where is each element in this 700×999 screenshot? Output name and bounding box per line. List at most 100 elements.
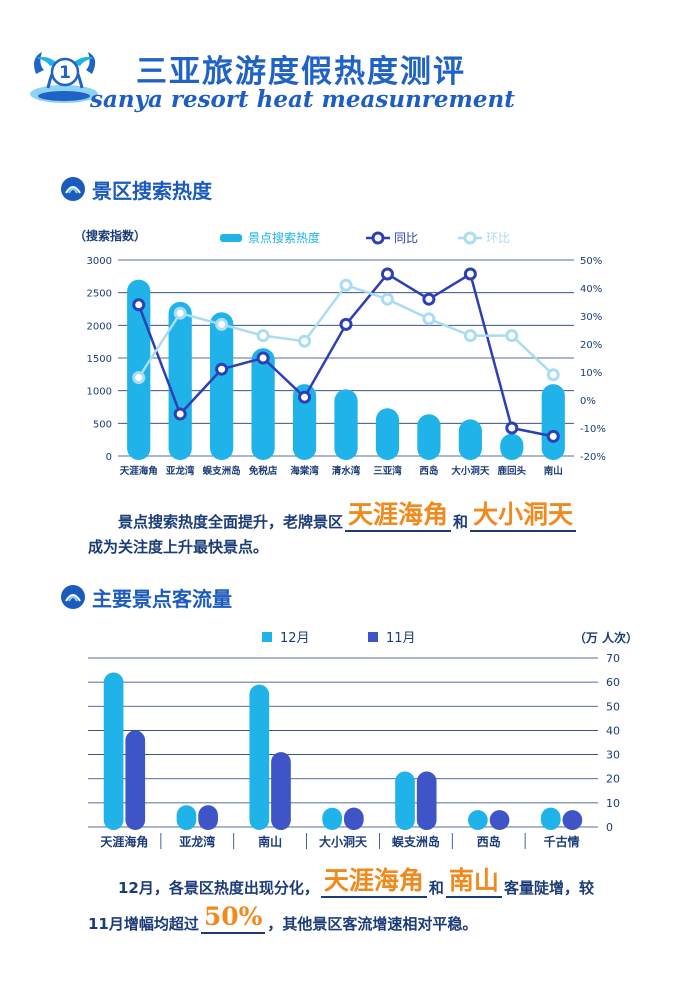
chart1-y-ticks: 0 500 1000 1500 2000 2500 3000 (87, 256, 112, 463)
y-tick-label: 70 (606, 652, 620, 665)
x-tick-label: 西岛 (477, 834, 501, 849)
y-tick-label: 20 (606, 773, 620, 786)
bar (500, 433, 524, 460)
legend-label: 环比 (486, 231, 510, 245)
chart2-x-ticks: 天涯海角 亚龙湾 南山 大小洞天 蜈支洲岛 西岛 千古情 (100, 833, 580, 849)
series-point (132, 371, 146, 385)
legend-swatch (368, 632, 378, 642)
series-point (463, 267, 477, 281)
bar (251, 348, 275, 460)
badge-number: 1 (59, 63, 71, 83)
search-heat-chart: 0 500 1000 1500 2000 2500 3000 -20% -10% 0% 10% 20… (74, 228, 606, 477)
legend-label: 11月 (386, 631, 416, 646)
bar (416, 771, 437, 830)
chart1-ylabel: （搜索指数） (74, 228, 146, 243)
series-point (215, 317, 229, 331)
legend-label: 景点搜索热度 (248, 230, 320, 245)
para1-highlight-1: 天涯海角 (345, 500, 452, 532)
series-point (505, 329, 519, 343)
series-point (422, 312, 436, 326)
series-point (380, 292, 394, 306)
y-tick-label: 50 (606, 700, 620, 713)
bar (468, 810, 488, 830)
y-tick-label: 1500 (87, 354, 112, 365)
visitor-flow-chart: 0 10 20 30 40 50 60 70 天涯海角 亚龙湾 南山 大小洞天 蜈支洲岛 西岛 千古情 （… (88, 630, 638, 849)
bar (176, 805, 197, 830)
y-tick-label: 2000 (87, 321, 112, 332)
series-point (339, 278, 353, 292)
x-tick-label: 天涯海角 (100, 834, 148, 849)
x-tick-label: 三亚湾 (373, 465, 402, 477)
legend-marker (463, 231, 477, 245)
chart1-x-ticks: 天涯海角 亚龙湾 蜈支洲岛 免税店 海棠湾 清水湾 三亚湾 西岛 大小洞天 鹿回头 南山 (120, 465, 563, 477)
chart2-ylabel: （万 人次） (574, 630, 638, 645)
bar (375, 408, 400, 460)
y-tick-label: 500 (93, 419, 112, 430)
para2-mid: 和 (428, 879, 444, 897)
section-title-label: 景区搜索热度 (92, 178, 212, 203)
paragraph-search-heat: 景点搜索热度全面提升，老牌景区 天涯海角 和 大小洞天 成为关注度上升最快景点。 (88, 500, 648, 557)
y-tick-label: 30 (606, 749, 620, 762)
x-tick-label: 亚龙湾 (179, 834, 215, 849)
para2-suffix: 客量陡增，较 (503, 879, 594, 897)
series-point (505, 421, 519, 435)
series-line (137, 283, 555, 379)
section-title-visitor-flow: 主要景点客流量 (60, 582, 232, 612)
y-tick-label: 60 (606, 676, 620, 689)
legend-label: 12月 (280, 631, 310, 646)
bar (103, 672, 124, 830)
bar (540, 807, 561, 830)
bar (198, 805, 218, 830)
para2-line2-suffix: ，其他景区客流增速相对平稳。 (267, 915, 478, 933)
bar (344, 807, 364, 830)
chart1-legend: 景点搜索热度 同比 环比 (220, 230, 510, 245)
x-tick-label: 西岛 (419, 465, 438, 477)
series-point (256, 351, 270, 365)
series-point (215, 362, 229, 376)
shell-icon (61, 585, 85, 609)
series-point (546, 429, 560, 443)
bar (127, 279, 151, 460)
bar (458, 419, 482, 460)
paragraph-visitor-flow: 12月，各景区热度出现分化， 天涯海角 和 南山 客量陡增，较 11月增幅均超过… (88, 866, 648, 934)
y2-tick-label: 40% (580, 284, 602, 295)
para2-highlight-2: 南山 (445, 866, 502, 898)
x-tick-label: 千古情 (544, 834, 580, 849)
series-point (546, 368, 560, 382)
bar (292, 384, 317, 460)
bar (334, 389, 358, 460)
x-tick-label: 蜈支洲岛 (203, 465, 241, 477)
chart2-bars (103, 672, 583, 830)
y-tick-label: 1000 (87, 387, 112, 398)
y-tick-label: 0 (106, 452, 112, 463)
y-tick-label: 10 (606, 797, 620, 810)
series-point (132, 298, 146, 312)
series-point (173, 407, 187, 421)
y2-tick-label: -20% (580, 452, 606, 463)
bar (541, 384, 565, 460)
series-point (339, 317, 353, 331)
legend-swatch (220, 234, 242, 242)
y2-tick-label: 20% (580, 340, 602, 351)
series-point (463, 329, 477, 343)
x-tick-label: 天涯海角 (120, 465, 158, 477)
legend-swatch (262, 632, 272, 642)
legend-marker (371, 231, 385, 245)
chart2-y-ticks: 0 10 20 30 40 50 60 70 (606, 652, 620, 834)
legend-label: 同比 (394, 231, 418, 245)
x-tick-label: 蜈支洲岛 (392, 834, 440, 849)
bar (125, 730, 146, 830)
y2-tick-label: 0% (580, 396, 596, 407)
chart2-legend: 12月 11月 (262, 631, 416, 646)
bar (168, 301, 192, 460)
series-point (173, 306, 187, 320)
x-tick-label: 大小洞天 (451, 465, 490, 477)
x-tick-label: 南山 (544, 465, 563, 477)
para2-highlight-1: 天涯海角 (320, 866, 427, 898)
series-point (298, 390, 312, 404)
para2-highlight-3: 50% (200, 902, 266, 934)
series-point (422, 292, 436, 306)
palm-tree-logo-icon: 1 (30, 52, 98, 103)
x-tick-label: 大小洞天 (319, 834, 368, 849)
bar (271, 752, 291, 830)
